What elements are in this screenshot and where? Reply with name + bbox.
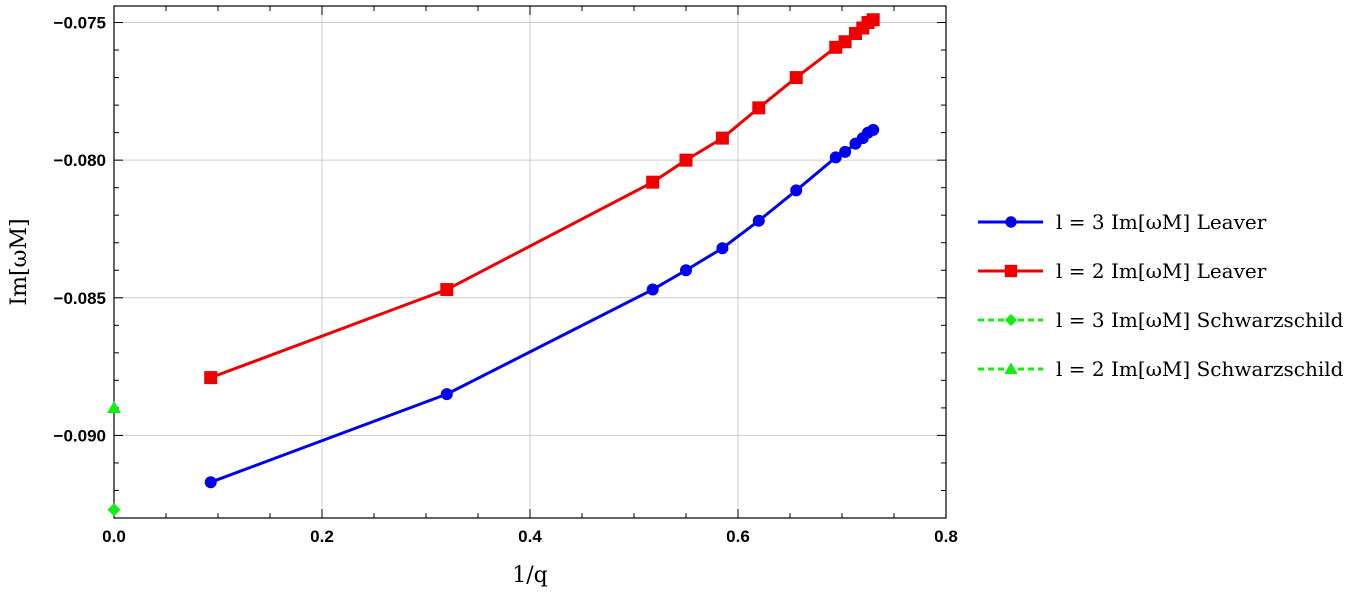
series-1 bbox=[204, 123, 880, 489]
data-point bbox=[752, 214, 765, 227]
y-tick-label: −0.085 bbox=[54, 289, 106, 308]
legend-label: l = 3 Im[ωM] Leaver bbox=[1056, 210, 1267, 234]
x-tick-label: 0.4 bbox=[518, 527, 542, 546]
legend-label: l = 2 Im[ωM] Leaver bbox=[1056, 259, 1267, 283]
legend-marker bbox=[1004, 313, 1018, 327]
y-tick-label: −0.090 bbox=[54, 426, 106, 445]
data-point bbox=[829, 151, 842, 164]
grid bbox=[114, 6, 946, 518]
series-4 bbox=[107, 400, 121, 414]
legend-item: l = 3 Im[ωM] Schwarzschild bbox=[978, 308, 1344, 332]
legend-item: l = 2 Im[ωM] Leaver bbox=[978, 259, 1267, 283]
y-tick-label: −0.080 bbox=[54, 151, 106, 170]
data-point bbox=[440, 388, 453, 401]
x-axis-title: 1/q bbox=[512, 563, 548, 588]
data-point bbox=[646, 283, 659, 296]
series-line bbox=[210, 128, 874, 484]
axis-ticks: 0.0 0.2 0.4 0.6 0.8 −0.075 −0.080 −0.085 −0.090 bbox=[54, 6, 958, 546]
data-point bbox=[866, 13, 880, 27]
legend-label: l = 2 Im[ωM] Schwarzschild bbox=[1056, 357, 1344, 381]
legend-marker bbox=[1004, 362, 1018, 374]
series-line bbox=[210, 18, 874, 380]
series-3 bbox=[107, 503, 121, 517]
data-point bbox=[204, 476, 217, 489]
data-point bbox=[867, 123, 880, 136]
data-point bbox=[789, 71, 803, 85]
legend-marker bbox=[1005, 216, 1017, 228]
y-axis-title: Im[ωM] bbox=[7, 218, 32, 305]
data-point bbox=[752, 101, 766, 115]
data-point bbox=[679, 153, 693, 167]
data-point bbox=[839, 145, 852, 158]
legend-item: l = 2 Im[ωM] Schwarzschild bbox=[978, 357, 1344, 381]
data-point bbox=[838, 35, 852, 49]
x-tick-label: 0.6 bbox=[726, 527, 750, 546]
x-tick-label: 0.8 bbox=[934, 527, 958, 546]
data-point bbox=[204, 371, 218, 385]
y-tick-label: −0.075 bbox=[54, 14, 106, 33]
data-point bbox=[107, 400, 121, 414]
series-group bbox=[107, 13, 880, 517]
x-tick-label: 0.0 bbox=[102, 527, 126, 546]
data-point bbox=[715, 131, 729, 145]
data-point bbox=[440, 283, 454, 297]
data-point bbox=[680, 264, 692, 277]
legend-marker bbox=[1004, 264, 1018, 278]
data-point bbox=[646, 175, 660, 189]
legend-item: l = 3 Im[ωM] Leaver bbox=[978, 210, 1267, 234]
series-2 bbox=[204, 13, 880, 385]
data-point bbox=[790, 184, 803, 197]
legend: l = 3 Im[ωM] Leaver l = 2 Im[ωM] Leaver l … bbox=[978, 210, 1344, 381]
data-point bbox=[716, 242, 729, 255]
legend-label: l = 3 Im[ωM] Schwarzschild bbox=[1056, 308, 1344, 332]
data-point bbox=[107, 503, 121, 517]
x-tick-label: 0.2 bbox=[310, 527, 334, 546]
